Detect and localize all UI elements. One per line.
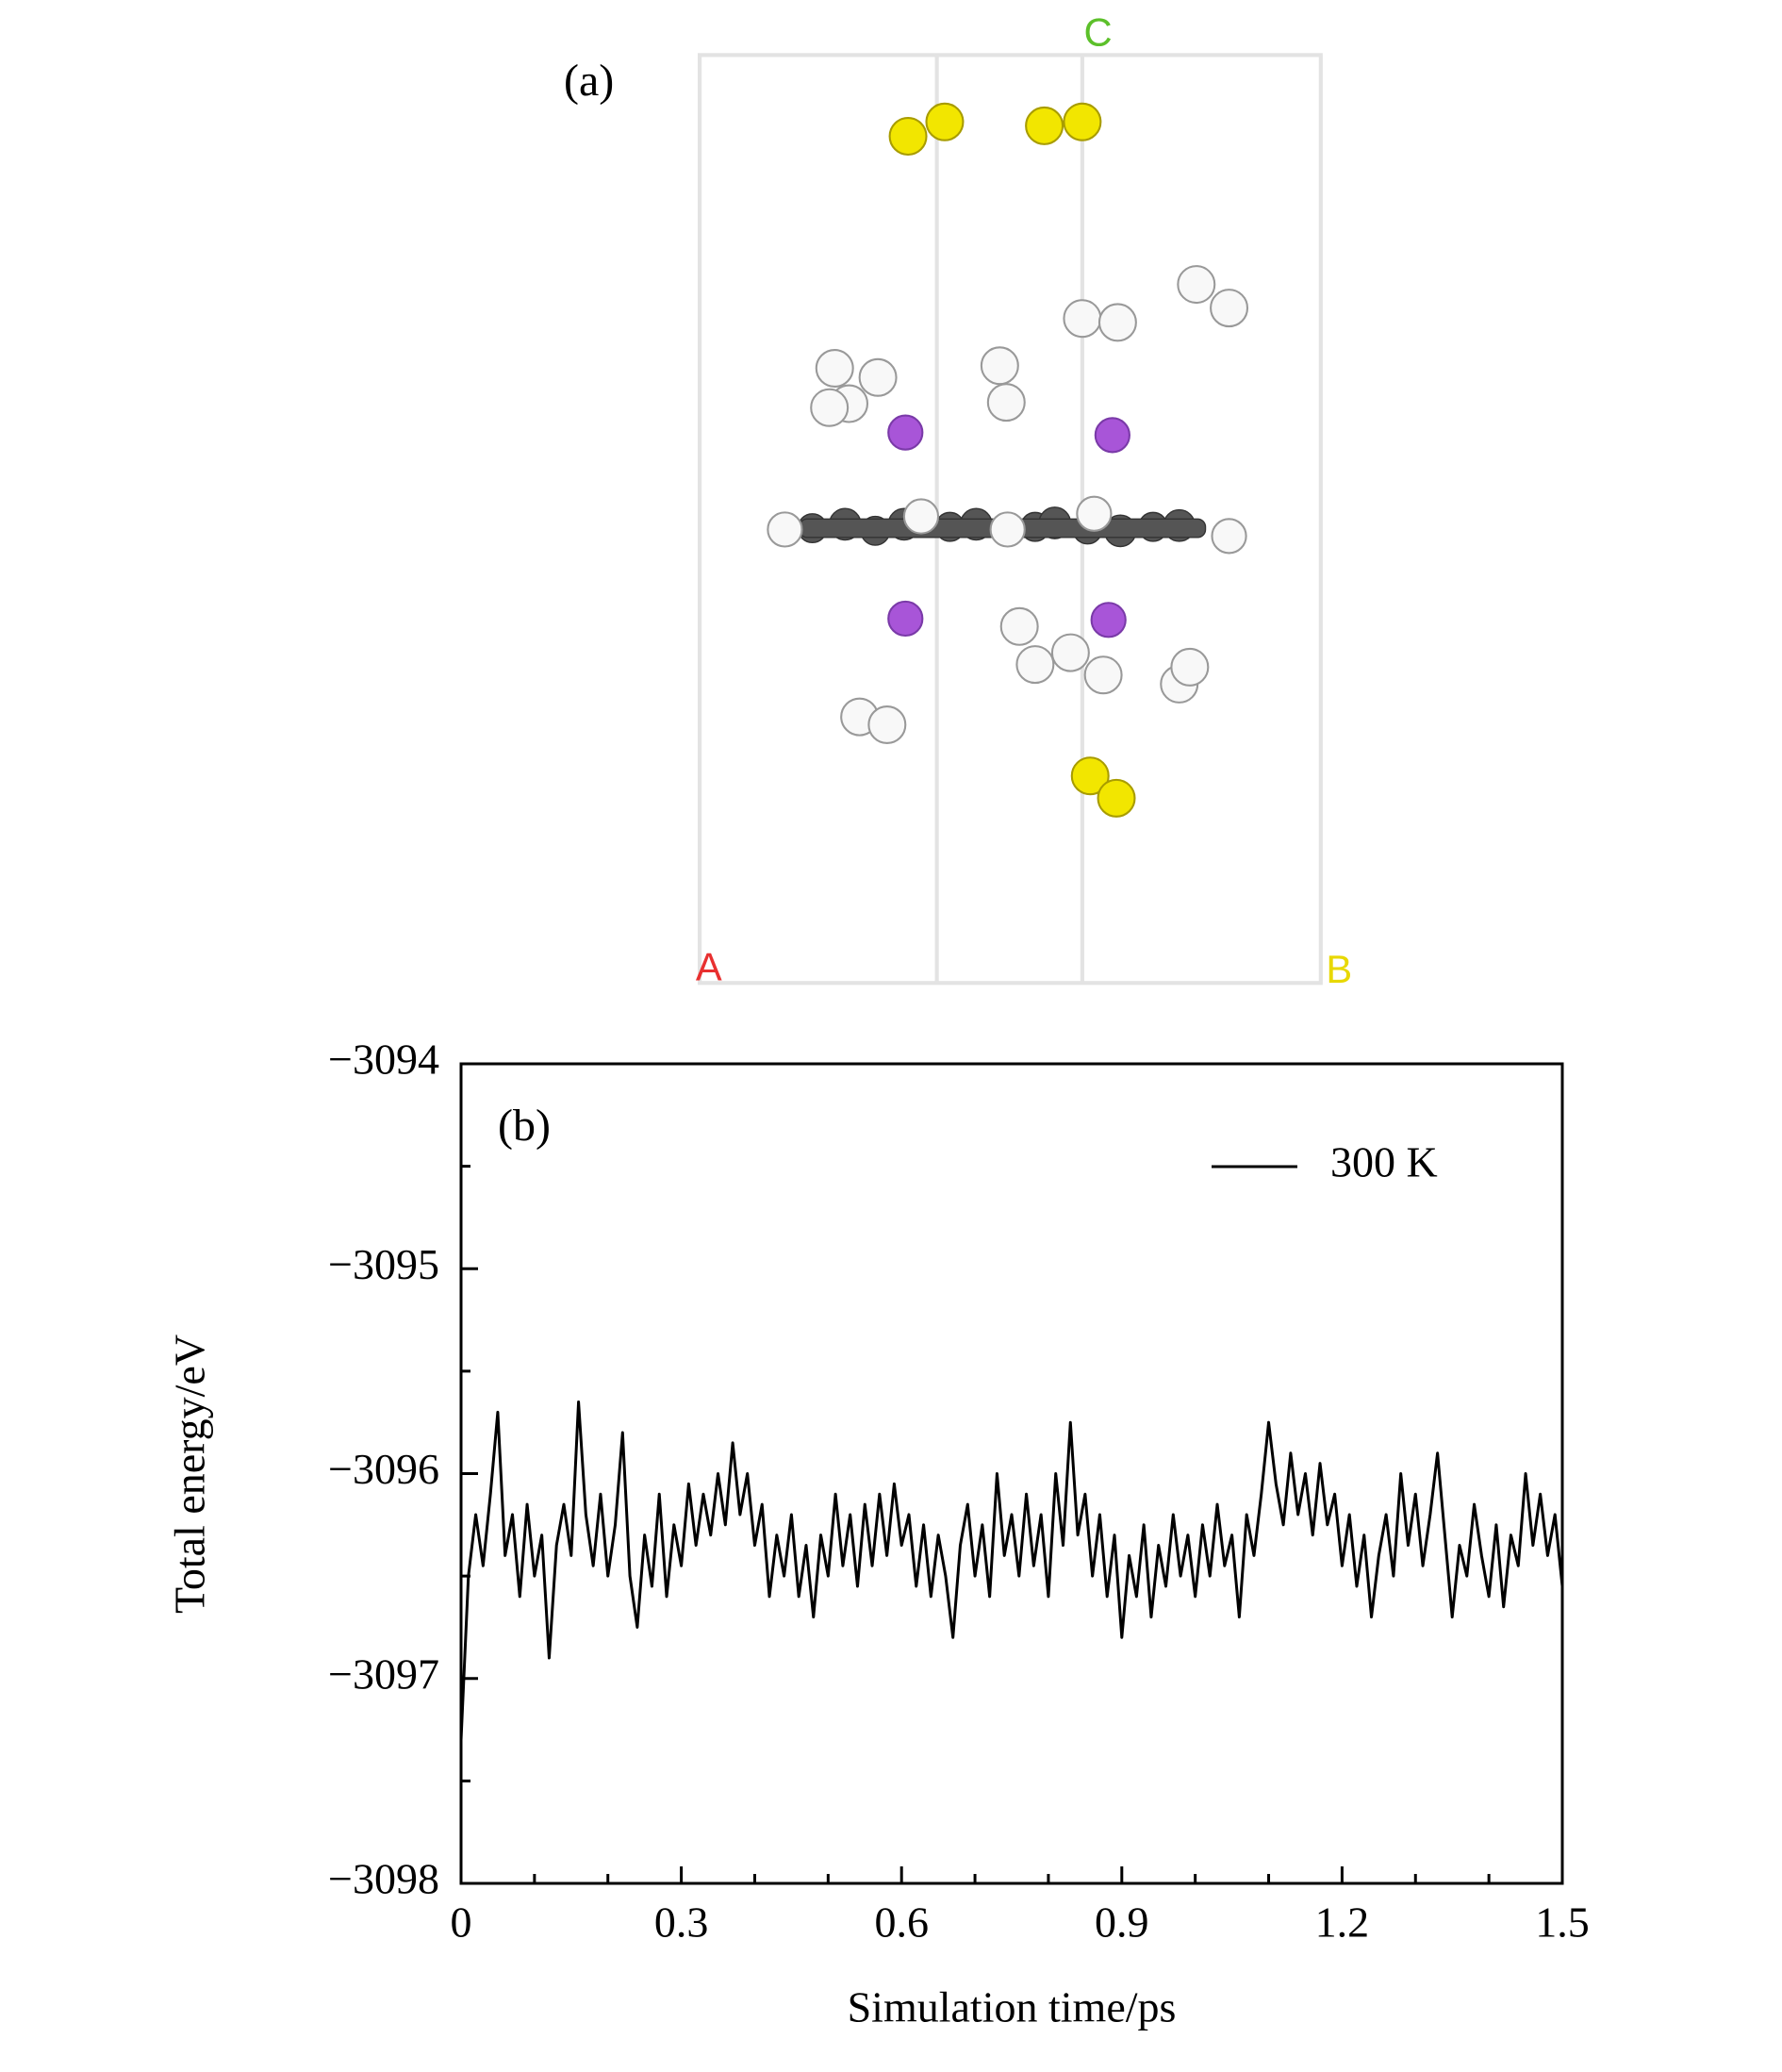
hydrogen-atoms	[767, 265, 1249, 745]
y-tick-label: −3098	[328, 1855, 439, 1903]
x-tick-label: 0.3	[654, 1898, 709, 1947]
panel-b-label: (b)	[498, 1101, 551, 1151]
lithium-atoms	[887, 414, 1130, 638]
axis-a-label: A	[696, 944, 722, 988]
structure-panel: A B C	[696, 10, 1352, 992]
y-tick-label: −3095	[328, 1240, 439, 1288]
y-axis-label: Total energy/eV	[166, 1334, 214, 1614]
x-tick-label: 0.9	[1095, 1898, 1149, 1947]
x-tick-label: 1.5	[1535, 1898, 1590, 1947]
x-tick-label: 0	[451, 1898, 472, 1947]
data-line	[459, 1400, 1564, 1740]
axis-c-label: C	[1084, 10, 1113, 55]
x-axis-label: Simulation time/ps	[848, 1983, 1177, 2031]
panel-a-label: (a)	[564, 56, 614, 106]
axis-b-label: B	[1326, 947, 1352, 991]
sulfur-atoms	[888, 102, 1136, 818]
y-tick-label: −3096	[328, 1445, 439, 1493]
legend-label: 300 K	[1330, 1138, 1438, 1186]
y-tick-label: −3094	[328, 1036, 439, 1084]
x-tick-label: 1.2	[1315, 1898, 1370, 1947]
plot-frame	[459, 1062, 1564, 1885]
x-tick-label: 0.6	[874, 1898, 929, 1947]
y-tick-label: −3097	[328, 1649, 439, 1698]
